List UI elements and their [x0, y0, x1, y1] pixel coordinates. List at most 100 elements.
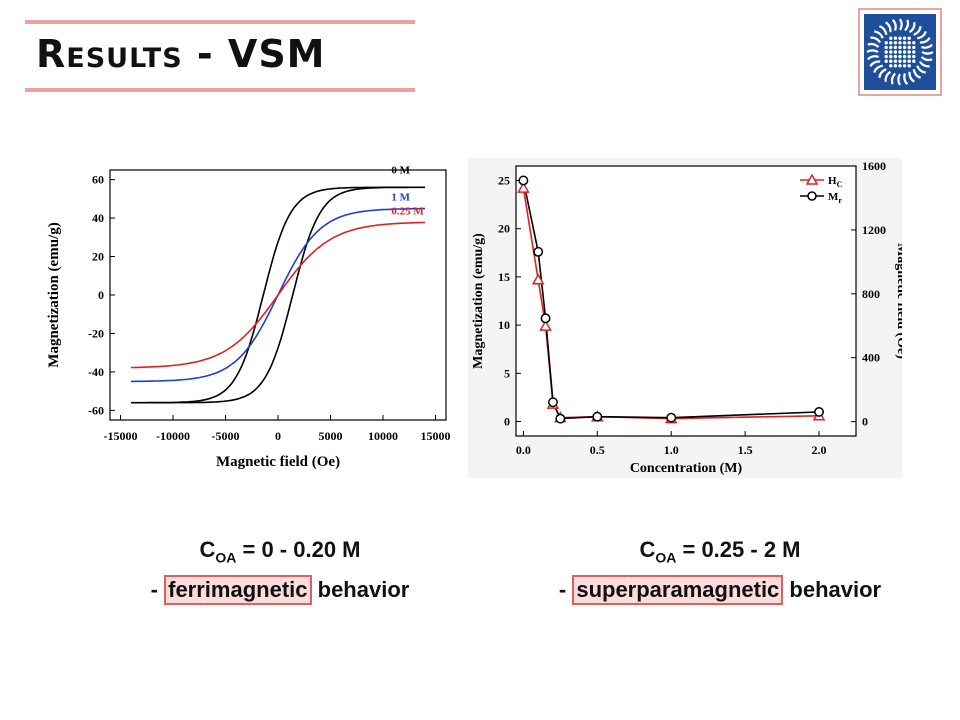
x-tick-label: 0.5 [590, 443, 605, 457]
hc-point [531, 273, 545, 285]
x-tick-label: -10000 [156, 429, 190, 443]
logo-ray [921, 43, 933, 49]
logo-ray [885, 21, 892, 33]
logo-dot [912, 41, 916, 45]
hysteresis-chart: -15000 -10000 -5000 0 5000 10000 15000 -60 -40 -2… [40, 160, 460, 485]
plot-frame [515, 165, 857, 437]
series-line-0 [131, 186, 425, 404]
mr-point [814, 406, 824, 417]
ferrimagnetic-highlight: ferrimagnetic [164, 575, 312, 606]
logo-dot [912, 54, 916, 59]
logo-dot [902, 45, 907, 50]
y2-tick-label: 800 [862, 287, 880, 301]
logo-ray [918, 60, 930, 68]
logo-ray [916, 65, 926, 74]
logo-ray [899, 18, 903, 31]
concentration-range-left: COA = 0 - 0.20 M [199, 537, 361, 566]
y-axis-label: Magnetization (emu/g) [471, 233, 486, 369]
logo-dot [889, 45, 893, 50]
logo-dot [902, 64, 907, 68]
logo-dot [898, 54, 902, 59]
y-tick-label: 0 [98, 288, 104, 302]
y-tick-label: 20 [92, 250, 104, 264]
logo-ray [919, 37, 931, 44]
y-tick-label: 25 [498, 173, 510, 187]
logo-ray [866, 49, 879, 53]
logo-dot [889, 50, 893, 54]
logo-dot [893, 64, 898, 68]
y-tick-label: -60 [88, 403, 104, 417]
y-tick-label: 60 [92, 173, 104, 187]
series-annotation: 0 M [391, 164, 410, 176]
logo-dot [898, 36, 902, 40]
x-tick-label: 1.0 [664, 443, 679, 457]
legend-marker [807, 191, 817, 201]
x-tick-label: -15000 [104, 429, 138, 443]
series-annotation: 1 M [391, 191, 410, 203]
behavior-right: - superparamagnetic behavior [490, 575, 950, 606]
logo-dot [889, 64, 893, 68]
series-line-2 [131, 221, 425, 369]
logo-ray [884, 70, 892, 82]
logo-ray [912, 68, 921, 79]
logo-ray [904, 19, 910, 32]
x-axis-label: Magnetic field (Oe) [216, 454, 340, 470]
logo-dot [893, 54, 898, 59]
mr-point [666, 412, 677, 423]
logo-ray [867, 55, 879, 61]
slide-title: Results - VSM [36, 32, 326, 76]
concentration-range-right: COA = 0.25 - 2 M [639, 537, 801, 566]
y-tick-label: -40 [88, 365, 104, 379]
y2-tick-label: 1600 [862, 159, 886, 173]
title-rule-bottom [25, 88, 415, 92]
logo-dot [884, 59, 888, 63]
logo-dot [893, 36, 898, 40]
title-rule-top [25, 20, 415, 24]
logo-dot [912, 45, 916, 50]
y-tick-label: 0 [504, 415, 510, 429]
logo-ray [870, 36, 882, 44]
x-tick-label: 1.5 [738, 443, 753, 457]
logo-ray [867, 42, 880, 48]
logo-dot [898, 59, 902, 63]
logo-dot [907, 36, 911, 40]
logo-dot [884, 54, 888, 59]
caption-right: COA = 0.25 - 2 M - superparamagnetic beh… [490, 537, 950, 606]
logo-ray [916, 31, 927, 40]
series-annotation: 0.25 M [391, 205, 424, 217]
logo-dot [902, 50, 907, 54]
y-tick-label: 5 [504, 366, 510, 380]
logo-dot [898, 45, 902, 50]
behavior-left: - ferrimagnetic behavior [100, 575, 460, 606]
logo-dot [902, 41, 907, 45]
mr-point [548, 397, 558, 408]
logo-dot [902, 36, 907, 40]
x-tick-label: 0.0 [516, 443, 531, 457]
logo-ray [908, 22, 916, 34]
logo-dot [889, 54, 893, 59]
logo-dot [898, 64, 902, 68]
logo-ray [878, 68, 887, 78]
logo-dot [898, 50, 902, 54]
x-axis-label: Concentration (M) [630, 461, 743, 476]
logo-dot [889, 36, 893, 40]
logo-dot [912, 50, 916, 54]
logo-dot [889, 59, 893, 63]
logo-dot [902, 59, 907, 63]
logo-dot [907, 64, 911, 68]
logo-dot [907, 59, 911, 63]
logo-dot [912, 59, 916, 63]
logo-dot [893, 45, 898, 50]
logo-dot [907, 50, 911, 54]
mr-point [540, 313, 551, 324]
legend-marker [805, 173, 819, 185]
y2-tick-label: 0 [862, 415, 868, 429]
mr-point [518, 175, 529, 186]
logo-ray [908, 71, 915, 83]
logo-dot [907, 54, 911, 59]
logo-dot [907, 45, 911, 50]
logo-dot [893, 41, 898, 45]
mr-point [533, 246, 544, 257]
x-tick-label: 0 [275, 429, 281, 443]
logo-dot [907, 41, 911, 45]
